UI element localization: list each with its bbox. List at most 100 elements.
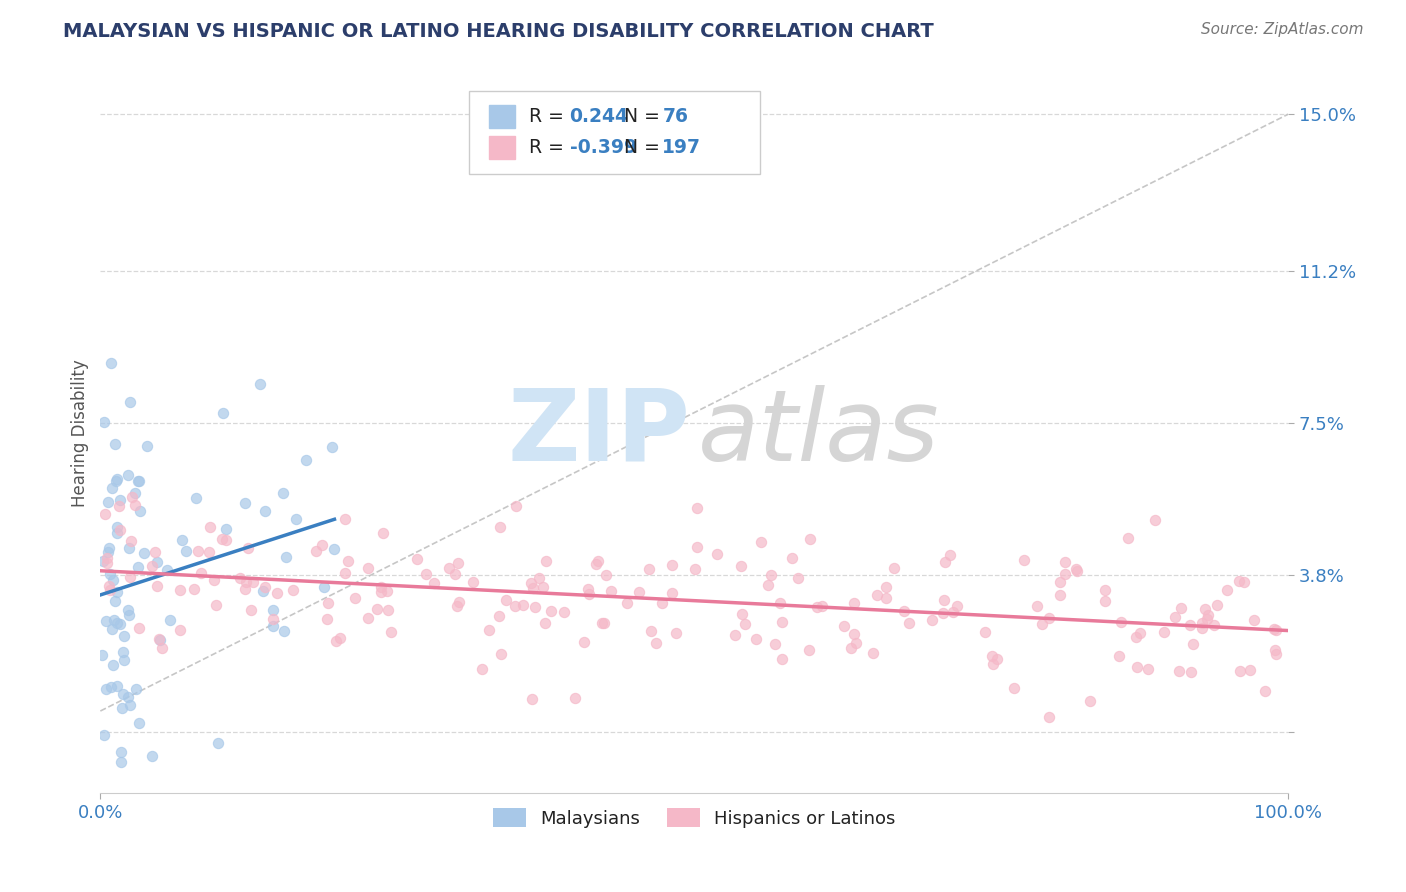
Point (143, 545, 166, 559)
Text: R =: R = (529, 107, 569, 126)
Point (183, 582, 205, 596)
Point (1066, 564, 1088, 578)
Point (111, 687, 134, 701)
Point (108, 492, 131, 507)
Point (865, 588, 887, 602)
Point (262, 612, 284, 626)
Point (447, 556, 470, 570)
Point (252, 583, 274, 598)
Point (91, 554, 114, 568)
Point (478, 623, 501, 637)
Point (406, 551, 429, 566)
Point (893, 604, 915, 618)
Point (240, 602, 263, 616)
Point (93, 728, 115, 742)
Point (1078, 694, 1101, 708)
Point (1163, 610, 1185, 624)
Point (523, 600, 546, 615)
Point (769, 596, 792, 610)
Point (149, 632, 172, 647)
Text: 0.244: 0.244 (569, 107, 628, 126)
Point (883, 561, 905, 575)
Legend: Malaysians, Hispanics or Latinos: Malaysians, Hispanics or Latinos (486, 801, 903, 835)
Point (600, 584, 623, 599)
Point (446, 599, 468, 613)
Point (839, 640, 862, 655)
Point (986, 652, 1008, 666)
Point (489, 520, 512, 534)
Point (1038, 710, 1060, 724)
Point (942, 605, 965, 619)
Point (763, 637, 786, 651)
Point (124, 498, 146, 512)
Point (1053, 566, 1076, 581)
Point (981, 648, 1004, 663)
Point (645, 636, 668, 650)
Point (443, 566, 465, 581)
Point (1239, 664, 1261, 678)
Point (271, 486, 294, 500)
Point (437, 560, 460, 574)
Point (1049, 575, 1071, 590)
Point (101, 481, 124, 495)
Point (159, 613, 181, 627)
Point (118, 698, 141, 712)
Point (186, 544, 208, 558)
Point (585, 557, 607, 571)
Point (531, 580, 554, 594)
Point (731, 607, 754, 621)
Point (862, 646, 884, 660)
Point (311, 538, 333, 552)
Point (100, 680, 122, 694)
Point (370, 584, 392, 599)
Point (932, 606, 955, 620)
Point (121, 490, 143, 504)
Point (1191, 621, 1213, 635)
Point (207, 736, 229, 750)
Point (111, 645, 134, 659)
Point (834, 619, 856, 633)
Y-axis label: Hearing Disability: Hearing Disability (72, 359, 89, 507)
Point (335, 512, 357, 526)
Point (335, 566, 357, 580)
FancyBboxPatch shape (468, 91, 759, 174)
Point (117, 603, 139, 617)
Point (946, 599, 969, 613)
Point (281, 583, 304, 598)
Point (1197, 608, 1219, 623)
Point (242, 575, 264, 590)
Point (110, 755, 132, 769)
Point (101, 657, 124, 672)
Point (108, 617, 131, 632)
Point (343, 591, 366, 605)
Point (797, 642, 820, 657)
Point (593, 616, 616, 631)
Point (1170, 600, 1192, 615)
Point (447, 595, 470, 609)
Point (105, 474, 128, 488)
Point (97, 544, 120, 558)
Point (1143, 513, 1166, 527)
Point (787, 571, 810, 585)
Point (169, 624, 191, 638)
Text: atlas: atlas (697, 384, 939, 482)
Point (377, 602, 399, 616)
Point (156, 563, 179, 577)
Point (145, 579, 167, 593)
Point (489, 647, 512, 661)
Point (770, 652, 793, 666)
Point (1194, 602, 1216, 616)
Point (103, 613, 125, 627)
Point (249, 376, 271, 391)
Point (98, 567, 121, 582)
Point (129, 504, 152, 518)
Point (121, 533, 143, 548)
Point (370, 580, 392, 594)
Point (1126, 659, 1149, 673)
Point (706, 547, 728, 561)
Text: N =: N = (624, 138, 666, 157)
Point (1049, 588, 1071, 602)
Point (875, 580, 897, 594)
Point (215, 522, 238, 536)
Point (934, 556, 956, 570)
